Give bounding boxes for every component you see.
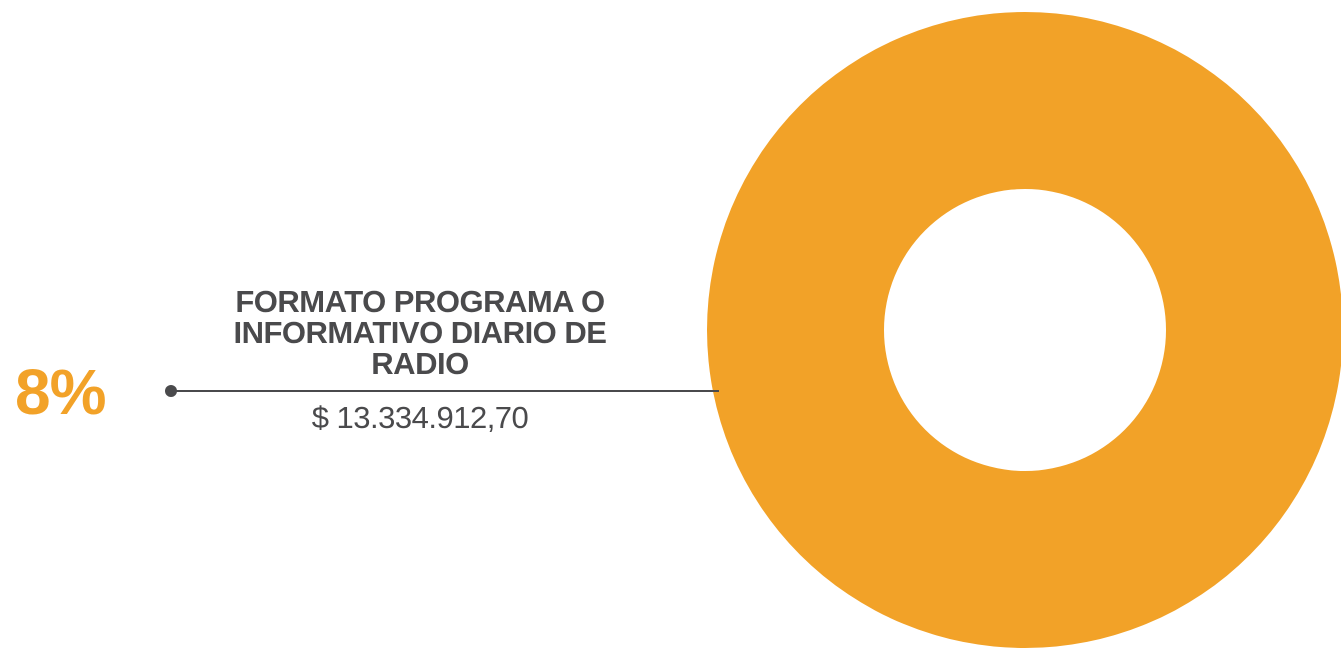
donut-slice-0 bbox=[707, 12, 1341, 648]
slice-category-label: FORMATO PROGRAMA O INFORMATIVO DIARIO DE… bbox=[233, 284, 607, 381]
slice-percent-label: 8% bbox=[15, 356, 106, 428]
slice-amount-label: $ 13.334.912,70 bbox=[311, 400, 529, 435]
leader-line bbox=[171, 390, 719, 392]
leader-dot bbox=[165, 385, 177, 397]
